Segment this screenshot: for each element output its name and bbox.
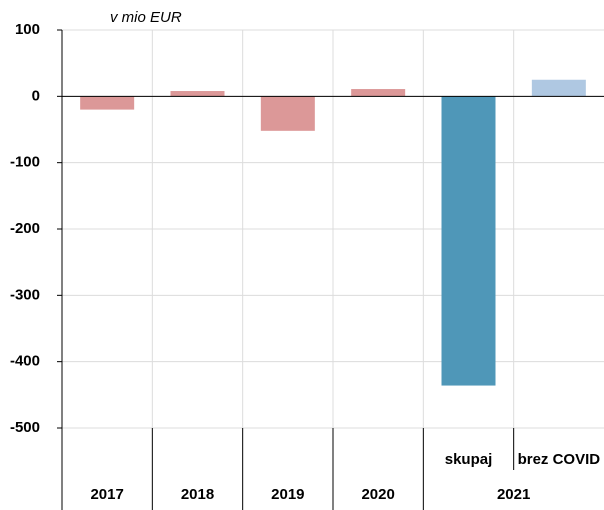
group-label: 2021 bbox=[497, 486, 530, 503]
group-label: 2018 bbox=[181, 486, 214, 503]
x-tick-label: brez COVID bbox=[518, 451, 601, 468]
group-label: 2020 bbox=[361, 486, 394, 503]
bar bbox=[441, 96, 496, 386]
bar bbox=[260, 96, 315, 131]
x-tick-label: skupaj bbox=[445, 451, 493, 468]
y-tick-label: -500 bbox=[10, 419, 40, 436]
group-label: 2017 bbox=[90, 486, 123, 503]
y-tick-label: -300 bbox=[10, 286, 40, 303]
y-axis-label: v mio EUR bbox=[110, 9, 182, 26]
y-tick-label: 100 bbox=[15, 21, 40, 38]
y-tick-label: -100 bbox=[10, 154, 40, 171]
y-tick-label: -400 bbox=[10, 353, 40, 370]
bar bbox=[531, 79, 586, 97]
y-tick-label: 0 bbox=[32, 87, 40, 104]
bar bbox=[351, 89, 406, 97]
bar bbox=[80, 96, 135, 110]
group-label: 2019 bbox=[271, 486, 304, 503]
bar bbox=[170, 91, 225, 97]
y-tick-label: -200 bbox=[10, 220, 40, 237]
